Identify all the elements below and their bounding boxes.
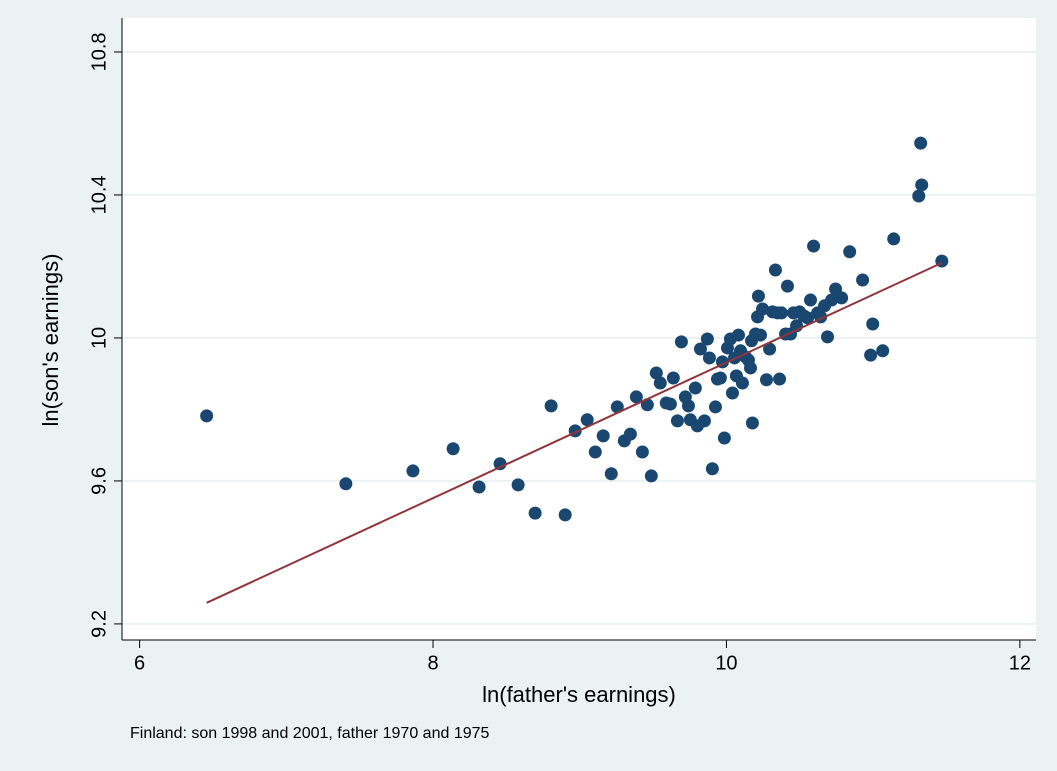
point xyxy=(915,178,929,192)
point xyxy=(753,328,767,342)
point xyxy=(717,431,731,445)
y-tick-label: 9.2 xyxy=(88,610,110,638)
point xyxy=(914,136,928,150)
point xyxy=(744,361,758,375)
point xyxy=(663,397,677,411)
point xyxy=(735,376,749,390)
point xyxy=(688,381,702,395)
point xyxy=(596,429,610,443)
y-tick-label: 9.6 xyxy=(88,467,110,495)
point xyxy=(446,442,460,456)
point xyxy=(708,400,722,414)
point xyxy=(406,464,420,478)
point xyxy=(558,508,572,522)
point xyxy=(580,413,594,427)
point xyxy=(623,427,637,441)
note: Finland: son 1998 and 2001, father 1970 … xyxy=(130,725,490,742)
point xyxy=(705,462,719,476)
point xyxy=(644,469,658,483)
point xyxy=(610,400,624,414)
point xyxy=(702,351,716,365)
point xyxy=(843,245,857,259)
point xyxy=(604,467,618,481)
point xyxy=(756,302,770,316)
point xyxy=(629,390,643,404)
x-axis-title: ln(father's earnings) xyxy=(482,682,676,707)
plot-area xyxy=(122,18,1036,640)
point xyxy=(635,445,649,459)
y-axis-title: ln(son's earnings) xyxy=(38,254,63,427)
x-tick-label: 6 xyxy=(134,652,145,674)
y-tick-label: 10.4 xyxy=(88,175,110,214)
point xyxy=(866,317,880,331)
point xyxy=(649,366,663,380)
point xyxy=(780,279,794,293)
point xyxy=(339,477,353,491)
point xyxy=(674,335,688,349)
point xyxy=(700,332,714,346)
y-tick-label: 10 xyxy=(88,327,110,349)
point xyxy=(528,506,542,520)
point xyxy=(544,399,558,413)
point xyxy=(856,273,870,287)
point xyxy=(773,372,787,386)
point xyxy=(653,376,667,390)
point xyxy=(681,399,695,413)
point xyxy=(804,293,818,307)
point xyxy=(751,289,765,303)
point xyxy=(745,416,759,430)
point xyxy=(801,311,815,325)
x-tick-label: 10 xyxy=(715,652,737,674)
point xyxy=(472,480,486,494)
point xyxy=(588,445,602,459)
point xyxy=(511,478,525,492)
x-tick-label: 8 xyxy=(427,652,438,674)
point xyxy=(807,239,821,253)
point xyxy=(887,232,901,246)
point xyxy=(774,306,788,320)
point xyxy=(713,371,727,385)
point xyxy=(768,263,782,277)
point xyxy=(670,414,684,428)
fit-line xyxy=(206,261,943,604)
point xyxy=(725,386,739,400)
point xyxy=(200,409,214,423)
point xyxy=(666,371,680,385)
point xyxy=(821,330,835,344)
point xyxy=(876,344,890,358)
point xyxy=(731,328,745,342)
point xyxy=(693,342,707,356)
x-tick-label: 12 xyxy=(1009,652,1031,674)
y-tick-label: 10.8 xyxy=(88,32,110,71)
point xyxy=(912,189,926,203)
point xyxy=(493,457,507,471)
point xyxy=(697,414,711,428)
point xyxy=(763,342,777,356)
point xyxy=(759,373,773,387)
point xyxy=(835,291,849,305)
point xyxy=(825,293,839,307)
point xyxy=(864,348,878,362)
